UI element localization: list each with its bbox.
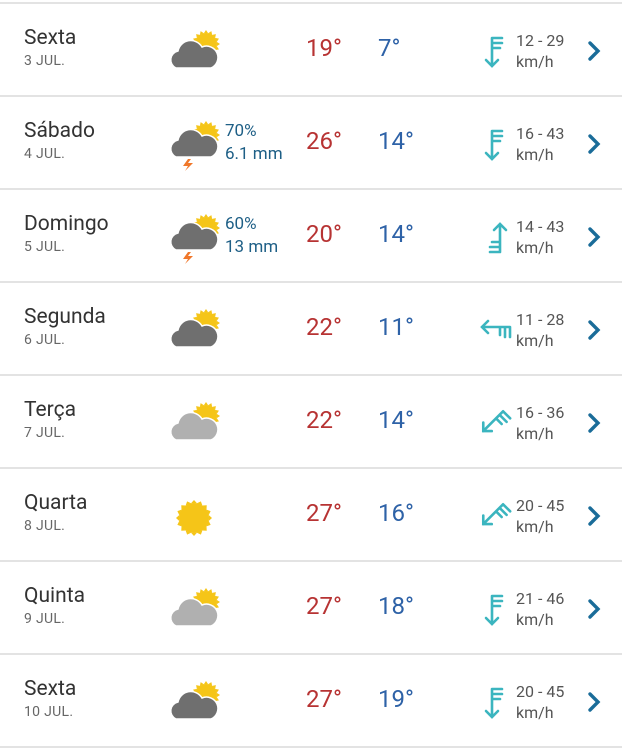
wind-speed: 12 - 29 km/h xyxy=(516,30,564,72)
max-temp: 26° xyxy=(306,127,342,155)
wind-range: 16 - 43 xyxy=(516,124,565,143)
forecast-row[interactable]: Quarta 8 JUL. 27° 16° 20 - 45 km/h xyxy=(0,469,622,562)
day-date: 8 JUL. xyxy=(24,518,66,534)
wind-direction-icon xyxy=(484,36,504,68)
day-name: Terça xyxy=(24,398,76,422)
thunderstorm-icon xyxy=(170,214,220,264)
wind-direction-icon xyxy=(481,409,512,433)
wind-unit: km/h xyxy=(516,610,554,629)
min-temp: 16° xyxy=(378,499,414,527)
chevron-right-icon[interactable] xyxy=(584,409,604,437)
max-temp: 19° xyxy=(306,34,342,62)
chevron-right-icon[interactable] xyxy=(584,316,604,344)
chevron-right-icon[interactable] xyxy=(584,502,604,530)
wind-direction-icon xyxy=(481,502,512,526)
day-name: Quarta xyxy=(24,491,88,515)
sunny-icon xyxy=(176,500,212,536)
day-date: 6 JUL. xyxy=(24,332,66,348)
day-name: Quinta xyxy=(24,584,86,608)
wind-range: 20 - 45 xyxy=(516,682,565,701)
partly-cloudy-dark-icon xyxy=(170,309,220,348)
partly-cloudy-light-icon xyxy=(170,402,220,441)
precip-chance: 60% xyxy=(225,214,257,234)
max-temp: 22° xyxy=(306,313,342,341)
min-temp: 19° xyxy=(378,685,414,713)
max-temp: 22° xyxy=(306,406,342,434)
chevron-right-icon[interactable] xyxy=(584,595,604,623)
forecast-row[interactable]: Segunda 6 JUL. 22° 11° 11 - 28 km/h xyxy=(0,283,622,376)
day-name: Sexta xyxy=(24,677,77,701)
day-name: Sexta xyxy=(24,26,77,50)
wind-speed: 20 - 45 km/h xyxy=(516,681,564,723)
wind-range: 11 - 28 xyxy=(516,310,565,329)
precip-amount: 13 mm xyxy=(225,237,279,257)
partly-cloudy-dark-icon xyxy=(170,681,220,720)
partly-cloudy-light-icon xyxy=(170,588,220,627)
partly-cloudy-dark-icon xyxy=(170,30,220,69)
day-date: 10 JUL. xyxy=(24,704,74,720)
precipitation: 70% 6.1 mm xyxy=(225,120,283,166)
min-temp: 18° xyxy=(378,592,414,620)
day-name: Segunda xyxy=(24,305,106,329)
wind-direction-icon xyxy=(484,129,504,161)
min-temp: 14° xyxy=(378,406,414,434)
min-temp: 14° xyxy=(378,127,414,155)
wind-range: 16 - 36 xyxy=(516,403,565,422)
chevron-right-icon[interactable] xyxy=(584,223,604,251)
chevron-right-icon[interactable] xyxy=(584,130,604,158)
min-temp: 14° xyxy=(378,220,414,248)
day-date: 7 JUL. xyxy=(24,425,66,441)
min-temp: 11° xyxy=(378,313,414,341)
chevron-right-icon[interactable] xyxy=(584,37,604,65)
wind-direction-icon xyxy=(488,222,508,254)
wind-unit: km/h xyxy=(516,517,554,536)
day-date: 3 JUL. xyxy=(24,53,66,69)
forecast-row[interactable]: Domingo 5 JUL. 60% 13 mm 20° 14° 14 - 43… xyxy=(0,190,622,283)
max-temp: 27° xyxy=(306,685,342,713)
forecast-row[interactable]: Sexta 10 JUL. 27° 19° 20 - 45 km/h xyxy=(0,655,622,748)
wind-unit: km/h xyxy=(516,424,554,443)
max-temp: 27° xyxy=(306,499,342,527)
wind-speed: 21 - 46 km/h xyxy=(516,588,564,630)
wind-direction-icon xyxy=(480,319,512,339)
precip-chance: 70% xyxy=(225,121,257,141)
max-temp: 20° xyxy=(306,220,342,248)
wind-speed: 16 - 43 km/h xyxy=(516,123,564,165)
day-date: 5 JUL. xyxy=(24,239,66,255)
wind-speed: 11 - 28 km/h xyxy=(516,309,564,351)
day-name: Domingo xyxy=(24,212,109,236)
wind-range: 21 - 46 xyxy=(516,589,565,608)
wind-unit: km/h xyxy=(516,331,554,350)
precipitation: 60% 13 mm xyxy=(225,213,278,259)
forecast-row[interactable]: Quinta 9 JUL. 27° 18° 21 - 46 km/h xyxy=(0,562,622,655)
wind-speed: 16 - 36 km/h xyxy=(516,402,564,444)
min-temp: 7° xyxy=(378,34,401,62)
forecast-row[interactable]: Sábado 4 JUL. 70% 6.1 mm 26° 14° 16 - 43… xyxy=(0,97,622,190)
precip-amount: 6.1 mm xyxy=(225,144,283,164)
chevron-right-icon[interactable] xyxy=(584,688,604,716)
wind-speed: 14 - 43 km/h xyxy=(516,216,564,258)
max-temp: 27° xyxy=(306,592,342,620)
thunderstorm-icon xyxy=(170,121,220,171)
wind-unit: km/h xyxy=(516,145,554,164)
forecast-row[interactable]: Terça 7 JUL. 22° 14° 16 - 36 km/h xyxy=(0,376,622,469)
wind-range: 14 - 43 xyxy=(516,217,565,236)
wind-speed: 20 - 45 km/h xyxy=(516,495,564,537)
wind-range: 12 - 29 xyxy=(516,31,565,50)
wind-range: 20 - 45 xyxy=(516,496,565,515)
wind-unit: km/h xyxy=(516,703,554,722)
wind-unit: km/h xyxy=(516,52,554,71)
day-date: 4 JUL. xyxy=(24,146,66,162)
day-name: Sábado xyxy=(24,119,95,143)
wind-direction-icon xyxy=(484,687,504,719)
day-date: 9 JUL. xyxy=(24,611,66,627)
forecast-row[interactable]: Sexta 3 JUL. 19° 7° 12 - 29 km/h xyxy=(0,4,622,97)
wind-direction-icon xyxy=(484,594,504,626)
wind-unit: km/h xyxy=(516,238,554,257)
